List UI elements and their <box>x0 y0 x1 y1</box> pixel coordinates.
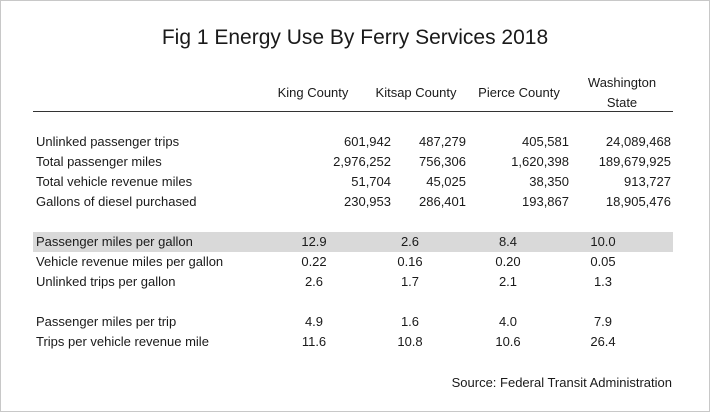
cell-pierce: 10.6 <box>495 334 521 349</box>
cell-washington: 0.05 <box>590 254 616 269</box>
cell-king: 12.9 <box>301 234 327 249</box>
row-label: Total passenger miles <box>36 154 162 169</box>
column-header-pierce: Pierce County <box>478 85 560 100</box>
table-row: Passenger miles per trip 4.9 1.6 4.0 7.9 <box>33 312 673 332</box>
header-rule <box>33 111 673 112</box>
cell-pierce: 405,581 <box>522 134 569 149</box>
table-row: Gallons of diesel purchased 230,953 286,… <box>33 192 673 212</box>
column-header-washington: Washington State <box>587 75 657 110</box>
row-label: Unlinked trips per gallon <box>36 274 176 289</box>
cell-king: 230,953 <box>344 194 391 209</box>
cell-king: 51,704 <box>351 174 391 189</box>
cell-king: 0.22 <box>301 254 327 269</box>
column-header-kitsap: Kitsap County <box>375 85 457 100</box>
row-label: Unlinked passenger trips <box>36 134 180 149</box>
cell-kitsap: 2.6 <box>400 234 420 249</box>
cell-king: 4.9 <box>304 314 324 329</box>
cell-kitsap: 1.6 <box>400 314 420 329</box>
cell-pierce: 8.4 <box>498 234 518 249</box>
cell-washington: 26.4 <box>590 334 616 349</box>
cell-king: 11.6 <box>301 334 327 349</box>
source-note: Source: Federal Transit Administration <box>451 375 672 390</box>
cell-king: 2,976,252 <box>333 154 391 169</box>
cell-washington: 18,905,476 <box>605 194 671 209</box>
row-label: Gallons of diesel purchased <box>36 194 197 209</box>
cell-pierce: 1,620,398 <box>511 154 569 169</box>
table-row: Total vehicle revenue miles 51,704 45,02… <box>33 172 673 192</box>
row-label: Total vehicle revenue miles <box>36 174 193 189</box>
cell-kitsap: 0.16 <box>397 254 423 269</box>
row-label: Passenger miles per trip <box>36 314 177 329</box>
cell-pierce: 193,867 <box>522 194 569 209</box>
table-row: Vehicle revenue miles per gallon 0.22 0.… <box>33 252 673 272</box>
row-label: Passenger miles per gallon <box>36 234 193 249</box>
row-label: Trips per vehicle revenue mile <box>36 334 209 349</box>
cell-kitsap: 756,306 <box>419 154 466 169</box>
cell-washington: 189,679,925 <box>598 154 671 169</box>
cell-kitsap: 286,401 <box>419 194 466 209</box>
cell-washington: 7.9 <box>593 314 613 329</box>
cell-pierce: 4.0 <box>498 314 518 329</box>
cell-king: 601,942 <box>344 134 391 149</box>
figure-title: Fig 1 Energy Use By Ferry Services 2018 <box>161 26 549 49</box>
row-label: Vehicle revenue miles per gallon <box>36 254 224 269</box>
cell-pierce: 0.20 <box>495 254 521 269</box>
cell-washington: 10.0 <box>590 234 616 249</box>
cell-king: 2.6 <box>304 274 324 289</box>
table-row: Trips per vehicle revenue mile 11.6 10.8… <box>33 332 673 352</box>
cell-kitsap: 487,279 <box>419 134 466 149</box>
table-row: Unlinked passenger trips 601,942 487,279… <box>33 132 673 152</box>
cell-washington: 24,089,468 <box>605 134 671 149</box>
column-header-king: King County <box>277 85 349 100</box>
cell-kitsap: 45,025 <box>426 174 466 189</box>
cell-washington: 1.3 <box>593 274 613 289</box>
cell-pierce: 38,350 <box>529 174 569 189</box>
cell-pierce: 2.1 <box>498 274 518 289</box>
cell-washington: 913,727 <box>624 174 671 189</box>
table-row: Total passenger miles 2,976,252 756,306 … <box>33 152 673 172</box>
cell-kitsap: 1.7 <box>400 274 420 289</box>
table-row-highlighted: Passenger miles per gallon 12.9 2.6 8.4 … <box>33 232 673 252</box>
table-row: Unlinked trips per gallon 2.6 1.7 2.1 1.… <box>33 272 673 292</box>
cell-kitsap: 10.8 <box>397 334 423 349</box>
